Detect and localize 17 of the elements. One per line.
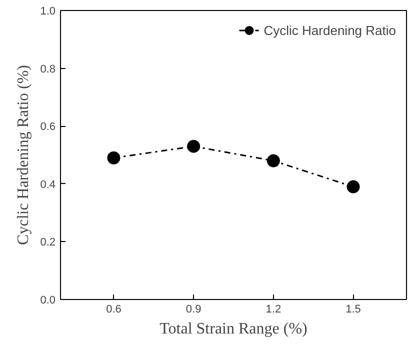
point <box>187 140 200 153</box>
x-tick-label: 1.2 <box>266 304 282 316</box>
y-tick-label: 0.0 <box>40 294 56 306</box>
y-tick-label: 0.4 <box>40 178 56 191</box>
point <box>346 180 360 194</box>
point <box>107 151 120 164</box>
legend-label: Cyclic Hardening Ratio <box>264 22 396 38</box>
x-axis-title: Total Strain Range (%) <box>160 320 308 338</box>
x-tick-label: 0.9 <box>186 304 202 316</box>
y-tick-label: 1.0 <box>40 6 56 18</box>
point <box>266 154 280 168</box>
y-tick-label: 0.8 <box>40 63 56 76</box>
y-tick-label: 0.2 <box>40 236 56 249</box>
y-axis-title: Cyclic Hardening Ratio (%) <box>15 65 32 245</box>
x-tick-label: 0.6 <box>106 304 122 316</box>
y-tick-label: 0.6 <box>40 121 56 134</box>
x-tick-label: 1.5 <box>346 304 361 316</box>
